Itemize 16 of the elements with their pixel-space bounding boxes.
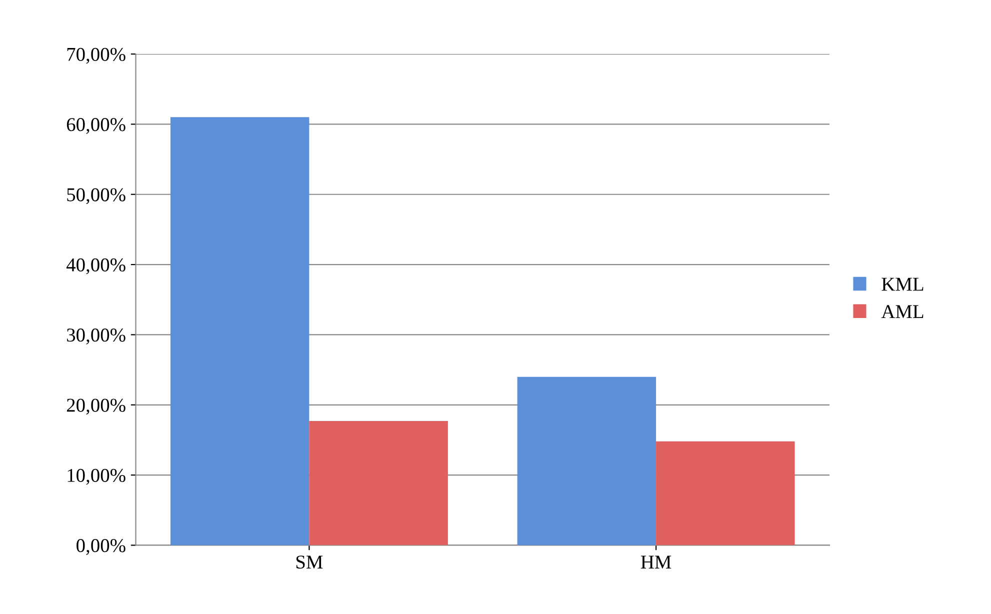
y-tick-label: 20,00% [66,398,126,415]
y-tick-label: 60,00% [66,118,126,134]
y-tick-label: 40,00% [66,258,126,274]
y-tick-label: 0,00% [76,539,126,555]
y-tick-label: 50,00% [67,188,126,204]
bar [517,376,656,546]
bar [170,117,310,546]
y-tick-label: 10,00% [68,468,126,485]
bar [309,421,448,546]
legend-label: AML [881,305,924,318]
bar [656,441,795,546]
y-tick-label: 30,00% [67,328,126,344]
x-tick-label: HM [640,556,672,568]
x-tick-label: SM [296,556,323,569]
legend-label: KML [882,278,924,291]
y-tick-label: 70,00% [67,48,126,64]
